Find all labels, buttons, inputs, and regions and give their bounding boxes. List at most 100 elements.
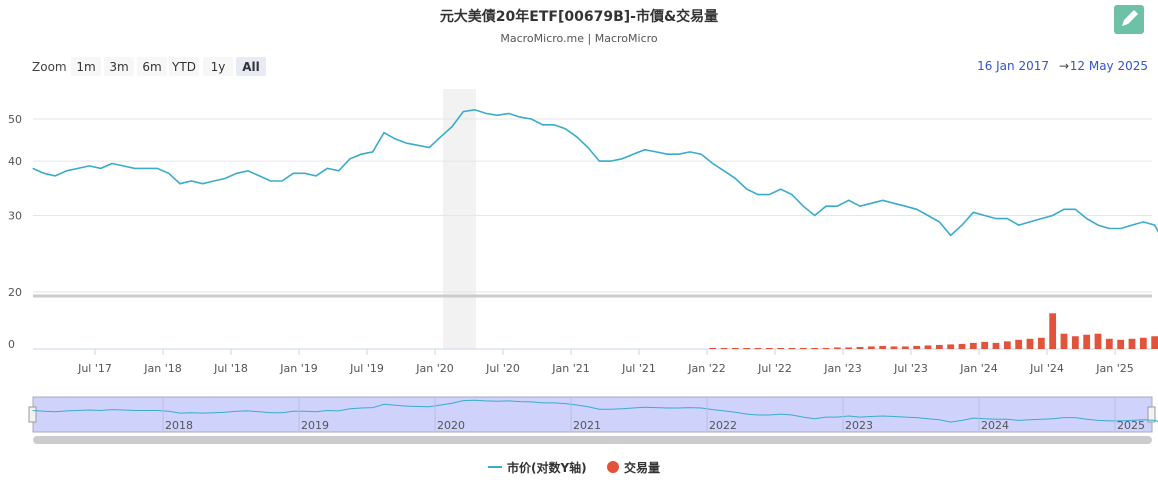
volume-bar [1037, 337, 1045, 349]
x-tick-label: Jul '21 [621, 362, 656, 375]
legend-label[interactable]: 交易量 [624, 460, 660, 475]
volume-bar [720, 348, 728, 349]
x-tick-label: Jul '18 [213, 362, 248, 375]
range-arrow: → [1059, 59, 1069, 73]
volume-bar [777, 348, 785, 349]
volume-bar [1105, 338, 1113, 349]
range-button-label[interactable]: 6m [142, 60, 161, 74]
navigator-tick-label: 2020 [437, 419, 465, 432]
navigator-handle[interactable] [28, 406, 37, 423]
volume-bar [743, 348, 751, 349]
volume-bar [913, 345, 921, 349]
volume-bar [935, 344, 943, 349]
volume-bar [890, 346, 898, 349]
recession-band [443, 89, 476, 349]
volume-bar [1151, 336, 1158, 349]
volume-bar [709, 348, 717, 349]
range-button-label[interactable]: 1y [211, 60, 226, 74]
volume-bar [867, 346, 875, 349]
volume-bar [845, 347, 853, 349]
volume-bar [799, 347, 807, 349]
x-tick-label: Jul '20 [485, 362, 520, 375]
volume-bar [1117, 339, 1125, 349]
range-button[interactable] [104, 57, 134, 76]
volume-bar [947, 344, 955, 349]
x-tick-label: Jul '23 [893, 362, 928, 375]
volume-bar [1049, 313, 1057, 349]
x-tick-label: Jan '23 [823, 362, 861, 375]
range-button[interactable] [169, 57, 199, 76]
navigator-tick-label: 2025 [1117, 419, 1145, 432]
y-tick-label: 40 [8, 155, 22, 168]
volume-bar [879, 345, 887, 349]
volume-bar [1060, 333, 1068, 349]
navigator-tick-label: 2021 [573, 419, 601, 432]
range-button[interactable] [137, 57, 167, 76]
y-tick-label: 30 [8, 209, 22, 222]
range-button[interactable] [236, 57, 266, 76]
range-from[interactable]: 16 Jan 2017 [977, 59, 1049, 73]
x-tick-label: Jan '24 [959, 362, 997, 375]
x-tick-label: Jan '22 [687, 362, 725, 375]
x-tick-label: Jan '18 [143, 362, 181, 375]
volume-bar [1139, 337, 1147, 349]
volume-bar [1026, 338, 1034, 349]
range-button[interactable] [71, 57, 101, 76]
x-tick-label: Jul '24 [1029, 362, 1064, 375]
volume-bar [822, 347, 830, 349]
volume-bar [765, 348, 773, 349]
navigator-tick-label: 2019 [301, 419, 329, 432]
navigator-line [32, 399, 1158, 423]
volume-bar [958, 343, 966, 349]
range-button-label[interactable]: 3m [109, 60, 128, 74]
legend-label[interactable]: 市价(对数Y轴) [507, 460, 587, 475]
volume-bar [1003, 341, 1011, 349]
range-button-label[interactable]: All [242, 60, 260, 74]
navigator-tick-label: 2023 [845, 419, 873, 432]
scrollbar[interactable] [33, 436, 1152, 444]
chart-subtitle: MacroMicro.me | MacroMicro [500, 32, 658, 45]
range-button-label[interactable]: YTD [171, 60, 196, 74]
legend-symbol [607, 461, 619, 473]
volume-bar [754, 348, 762, 349]
volume-bar [981, 341, 989, 349]
volume-bar [1015, 339, 1023, 349]
volume-bar [924, 345, 932, 349]
edit-icon [1122, 10, 1138, 26]
volume-bar [1094, 333, 1102, 349]
navigator-mask[interactable] [32, 396, 1153, 433]
volume-bar [833, 347, 841, 349]
volume-bar [901, 346, 909, 349]
volume-bar [811, 347, 819, 349]
volume-bar [731, 348, 739, 349]
navigator-tick-label: 2018 [165, 419, 193, 432]
range-to[interactable]: 12 May 2025 [1070, 59, 1148, 73]
volume-bar [969, 342, 977, 349]
y-tick-label: 50 [8, 113, 22, 126]
chart-title: 元大美債20年ETF[00679B]-市價&交易量 [440, 8, 718, 25]
y-tick-label: 0 [8, 338, 15, 351]
x-tick-label: Jul '17 [77, 362, 112, 375]
navigator-tick-label: 2024 [981, 419, 1009, 432]
volume-bar [1083, 334, 1091, 349]
x-tick-label: Jan '20 [415, 362, 453, 375]
navigator-tick-label: 2022 [709, 419, 737, 432]
x-tick-label: Jul '19 [349, 362, 384, 375]
x-tick-label: Jan '19 [279, 362, 317, 375]
navigator-handle[interactable] [1147, 406, 1156, 423]
price-line [32, 108, 1158, 237]
range-button[interactable] [203, 57, 233, 76]
y-tick-label: 20 [8, 286, 22, 299]
volume-bar [992, 342, 1000, 349]
zoom-label: Zoom [32, 60, 67, 74]
volume-bar [1128, 338, 1136, 349]
x-tick-label: Jan '21 [551, 362, 589, 375]
x-tick-label: Jan '25 [1095, 362, 1133, 375]
volume-bar [788, 347, 796, 349]
range-button-label[interactable]: 1m [76, 60, 95, 74]
x-tick-label: Jul '22 [757, 362, 792, 375]
volume-bar [856, 346, 864, 349]
volume-bar [1071, 336, 1079, 349]
